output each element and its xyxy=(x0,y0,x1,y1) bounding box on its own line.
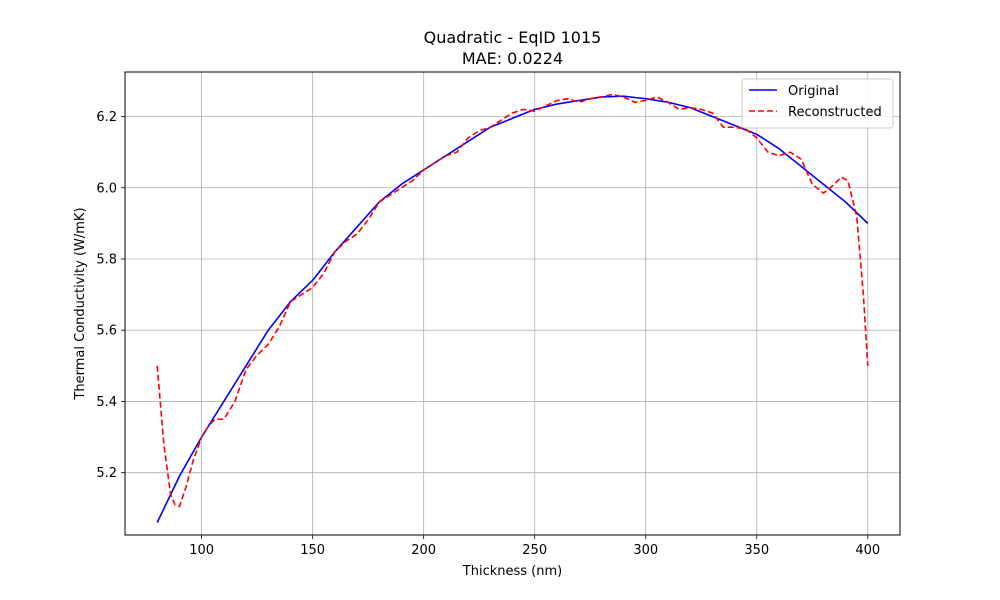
series-layer xyxy=(156,93,869,523)
x-axis-label: Thickness (nm) xyxy=(462,564,562,579)
y-tick-label: 5.8 xyxy=(96,252,117,267)
x-tick-label: 150 xyxy=(300,543,325,558)
chart-subtitle: MAE: 0.0224 xyxy=(462,49,563,68)
y-tick-label: 5.6 xyxy=(96,324,117,339)
grid-layer xyxy=(125,72,900,535)
y-axis-ticks: 5.2 5.4 5.6 5.8 6.0 6.2 xyxy=(96,110,125,481)
y-tick-label: 5.2 xyxy=(96,466,117,481)
x-tick-label: 200 xyxy=(411,543,436,558)
y-tick-label: 6.2 xyxy=(96,110,117,125)
y-tick-label: 5.4 xyxy=(96,395,117,410)
legend-label-reconstructed: Reconstructed xyxy=(788,105,882,120)
plot-frame xyxy=(124,71,901,536)
x-tick-label: 400 xyxy=(855,543,880,558)
y-axis-label: Thermal Conductivity (W/mK) xyxy=(73,207,88,400)
chart-title: Quadratic - EqID 1015 xyxy=(424,28,602,47)
y-tick-label: 6.0 xyxy=(96,181,117,196)
x-axis-ticks: 100 150 200 250 300 350 400 xyxy=(189,535,880,558)
x-tick-label: 350 xyxy=(744,543,769,558)
chart-title-group: Quadratic - EqID 1015 MAE: 0.0224 xyxy=(424,28,602,68)
x-tick-label: 300 xyxy=(633,543,658,558)
x-tick-label: 100 xyxy=(189,543,214,558)
x-tick-label: 250 xyxy=(522,543,547,558)
series-line-reconstructed xyxy=(156,93,869,508)
legend: Original Reconstructed xyxy=(741,78,894,129)
legend-label-original: Original xyxy=(788,84,839,99)
legend-box xyxy=(741,78,894,129)
